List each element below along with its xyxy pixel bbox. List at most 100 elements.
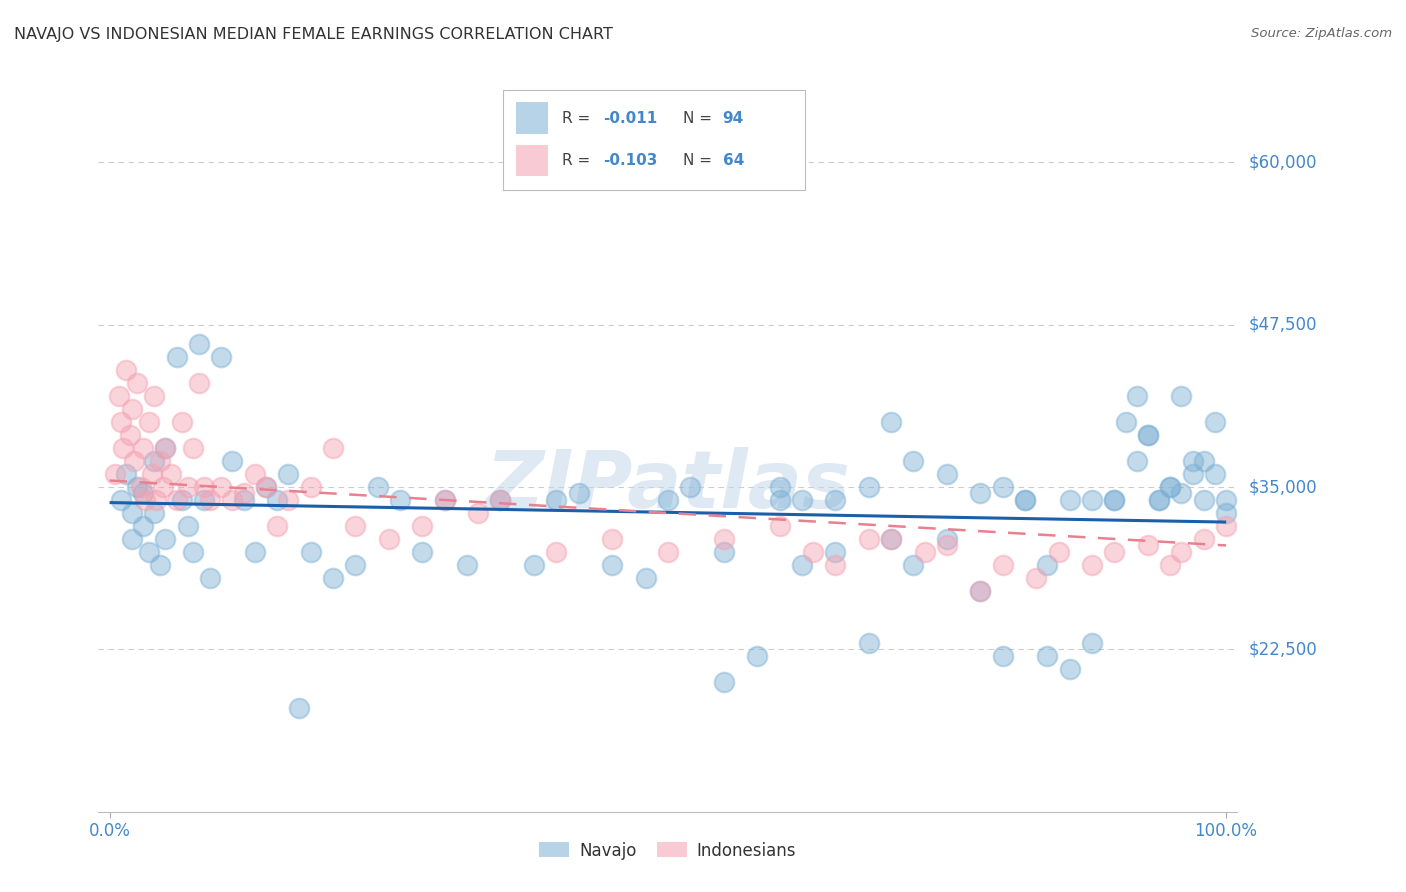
Point: [344, 558, 367, 572]
Point: [118, 428, 141, 442]
Point: [936, 467, 959, 481]
Text: 94: 94: [723, 111, 744, 126]
Point: [1170, 486, 1192, 500]
Point: [121, 402, 143, 417]
Point: [969, 583, 991, 598]
Point: [1215, 506, 1237, 520]
Point: [127, 480, 149, 494]
Point: [277, 467, 299, 481]
Point: [145, 493, 167, 508]
Point: [880, 532, 903, 546]
Point: [143, 454, 166, 468]
Point: [388, 493, 411, 508]
Point: [1170, 389, 1192, 403]
Point: [914, 545, 936, 559]
Point: [221, 493, 243, 508]
Point: [299, 480, 322, 494]
FancyBboxPatch shape: [516, 145, 548, 176]
Text: 64: 64: [723, 153, 744, 168]
Point: [193, 480, 215, 494]
Point: [1081, 636, 1104, 650]
Text: ZIPatlas: ZIPatlas: [485, 447, 851, 525]
Point: [232, 486, 254, 500]
Point: [143, 389, 166, 403]
Point: [1115, 415, 1137, 429]
Point: [160, 467, 183, 481]
Point: [115, 467, 138, 481]
Point: [121, 506, 143, 520]
Point: [1081, 493, 1104, 508]
FancyBboxPatch shape: [516, 103, 548, 134]
Point: [858, 532, 880, 546]
Point: [991, 648, 1014, 663]
Point: [299, 545, 322, 559]
Point: [138, 415, 160, 429]
Point: [288, 701, 311, 715]
Point: [177, 519, 200, 533]
Point: [1147, 493, 1170, 508]
Point: [209, 480, 232, 494]
Point: [1059, 493, 1081, 508]
Point: [221, 454, 243, 468]
Point: [1215, 519, 1237, 533]
Point: [121, 532, 143, 546]
Point: [322, 441, 344, 455]
Point: [111, 441, 134, 455]
Text: NAVAJO VS INDONESIAN MEDIAN FEMALE EARNINGS CORRELATION CHART: NAVAJO VS INDONESIAN MEDIAN FEMALE EARNI…: [14, 27, 613, 42]
Point: [600, 532, 623, 546]
Point: [969, 583, 991, 598]
Point: [1136, 428, 1159, 442]
Point: [377, 532, 399, 546]
Point: [713, 545, 735, 559]
Point: [1204, 415, 1226, 429]
Text: N =: N =: [683, 153, 717, 168]
Point: [1014, 493, 1036, 508]
Point: [1192, 532, 1215, 546]
Point: [187, 376, 209, 390]
Point: [1036, 558, 1059, 572]
Point: [1104, 493, 1126, 508]
Point: [790, 558, 813, 572]
Point: [1159, 558, 1181, 572]
Point: [141, 467, 163, 481]
Point: [858, 480, 880, 494]
Point: [232, 493, 254, 508]
Point: [567, 486, 589, 500]
Point: [254, 480, 277, 494]
Point: [177, 480, 200, 494]
Point: [1081, 558, 1104, 572]
Point: [1136, 538, 1159, 552]
Point: [467, 506, 489, 520]
Point: [187, 337, 209, 351]
Point: [634, 571, 657, 585]
Point: [266, 493, 288, 508]
Point: [193, 493, 215, 508]
Point: [489, 493, 512, 508]
Text: -0.103: -0.103: [603, 153, 658, 168]
Point: [104, 467, 127, 481]
Point: [600, 558, 623, 572]
Point: [183, 545, 205, 559]
Point: [127, 376, 149, 390]
Point: [679, 480, 702, 494]
Point: [110, 415, 132, 429]
Point: [129, 480, 152, 494]
Point: [489, 493, 512, 508]
Point: [155, 441, 177, 455]
Point: [713, 532, 735, 546]
Point: [1126, 454, 1149, 468]
Point: [243, 467, 266, 481]
Point: [657, 493, 679, 508]
FancyBboxPatch shape: [503, 90, 804, 190]
Point: [1059, 662, 1081, 676]
Point: [110, 493, 132, 508]
Point: [138, 545, 160, 559]
Point: [166, 350, 188, 364]
Point: [936, 538, 959, 552]
Point: [198, 493, 221, 508]
Point: [1159, 480, 1181, 494]
Text: -0.011: -0.011: [603, 111, 657, 126]
Point: [546, 545, 568, 559]
Point: [433, 493, 456, 508]
Point: [523, 558, 546, 572]
